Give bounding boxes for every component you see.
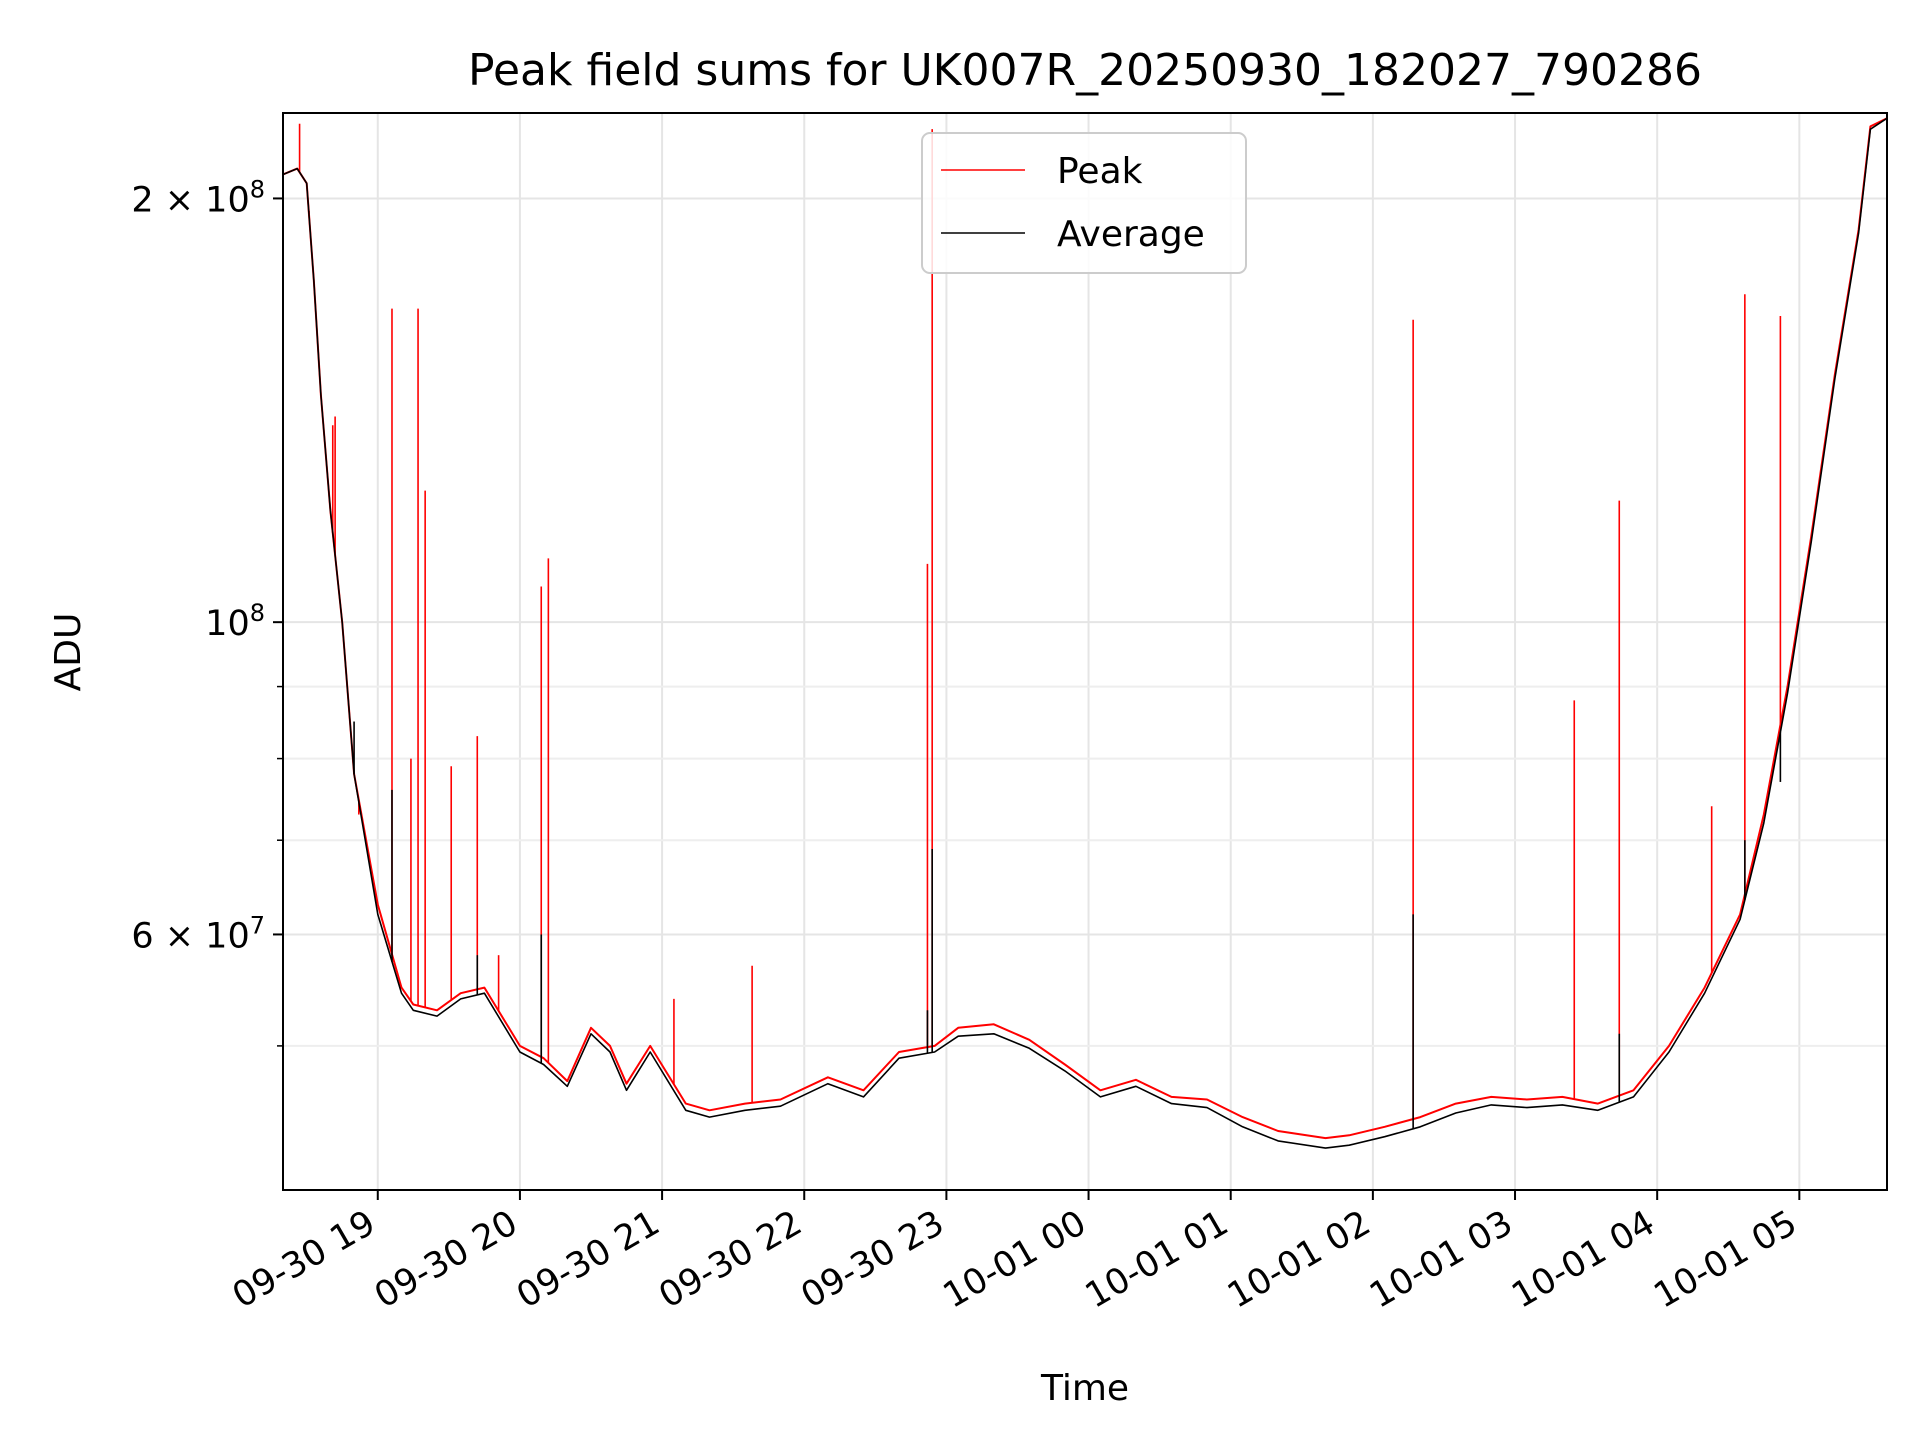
y-tick-label: 2 × 108 xyxy=(131,175,265,220)
y-tick-label: 108 xyxy=(205,599,265,644)
y-axis-ticks: 2 × 108 108 6 × 107 xyxy=(131,175,283,1047)
chart-title: Peak field sums for UK007R_20250930_1820… xyxy=(468,45,1702,96)
legend: Peak Average xyxy=(921,132,1247,274)
grid-lines xyxy=(283,113,1887,1190)
y-tick-label: 6 × 107 xyxy=(131,911,265,956)
legend-box xyxy=(921,132,1247,274)
peak-line xyxy=(283,117,1887,1140)
legend-average-label: Average xyxy=(1057,214,1205,255)
average-spikes xyxy=(353,721,1782,1129)
x-axis-label: Time xyxy=(1040,1368,1129,1409)
average-line xyxy=(283,117,1887,1149)
plot-area-frame xyxy=(282,112,1888,1191)
y-axis-label: ADU xyxy=(48,613,89,692)
legend-peak-label: Peak xyxy=(1057,151,1143,192)
series-lines xyxy=(283,117,1887,1149)
